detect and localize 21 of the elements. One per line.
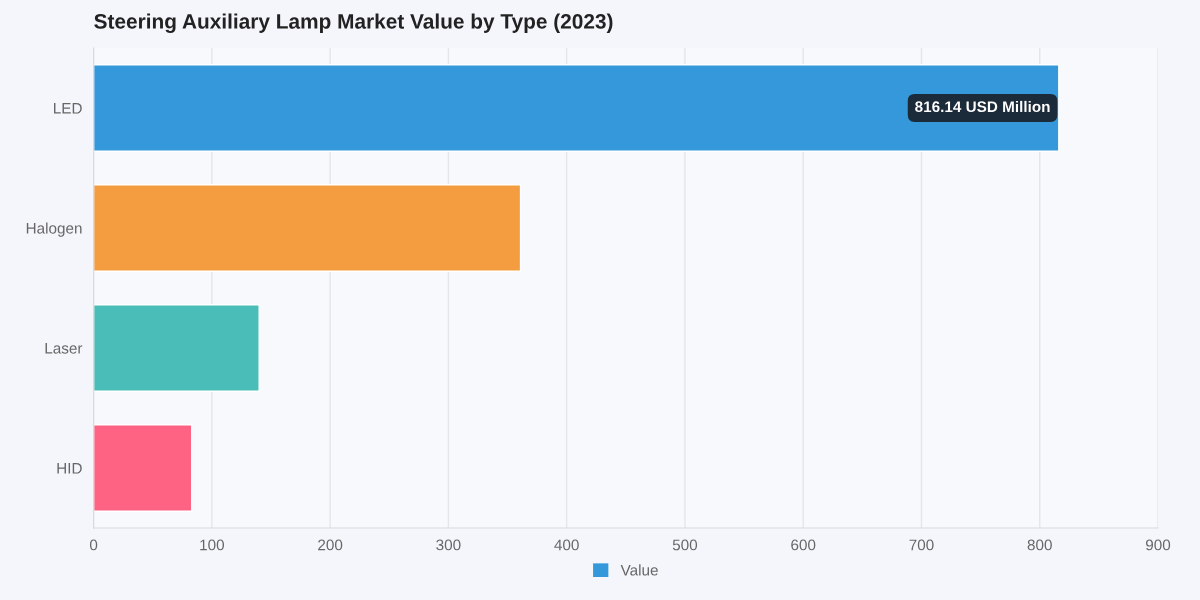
- x-tick-label: 200: [318, 539, 343, 551]
- y-tick-label: HID: [57, 463, 82, 474]
- annotation: 816.14 USD Million: [915, 100, 1050, 113]
- bar: [93, 64, 1060, 152]
- bar: [93, 304, 260, 392]
- x-tick-label: 100: [200, 539, 225, 551]
- x-tick-label: 300: [436, 539, 461, 551]
- chart-title: Steering Auxiliary Lamp Market Value by Type (2023): [94, 13, 613, 33]
- x-tick-label: 800: [1027, 539, 1052, 551]
- x-tick-label: 700: [909, 539, 934, 551]
- x-tick-label: 0: [89, 539, 98, 551]
- bar: [93, 184, 522, 272]
- bar: [93, 424, 193, 512]
- y-tick-label: Halogen: [26, 222, 82, 237]
- x-tick-label: 600: [791, 539, 816, 551]
- x-tick-label: 900: [1145, 539, 1171, 551]
- x-tick-label: 400: [554, 539, 579, 551]
- y-tick-label: LED: [54, 103, 82, 114]
- legend-label: Value: [620, 564, 658, 576]
- x-tick-label: 500: [672, 539, 698, 551]
- y-tick-label: Laser: [45, 343, 83, 354]
